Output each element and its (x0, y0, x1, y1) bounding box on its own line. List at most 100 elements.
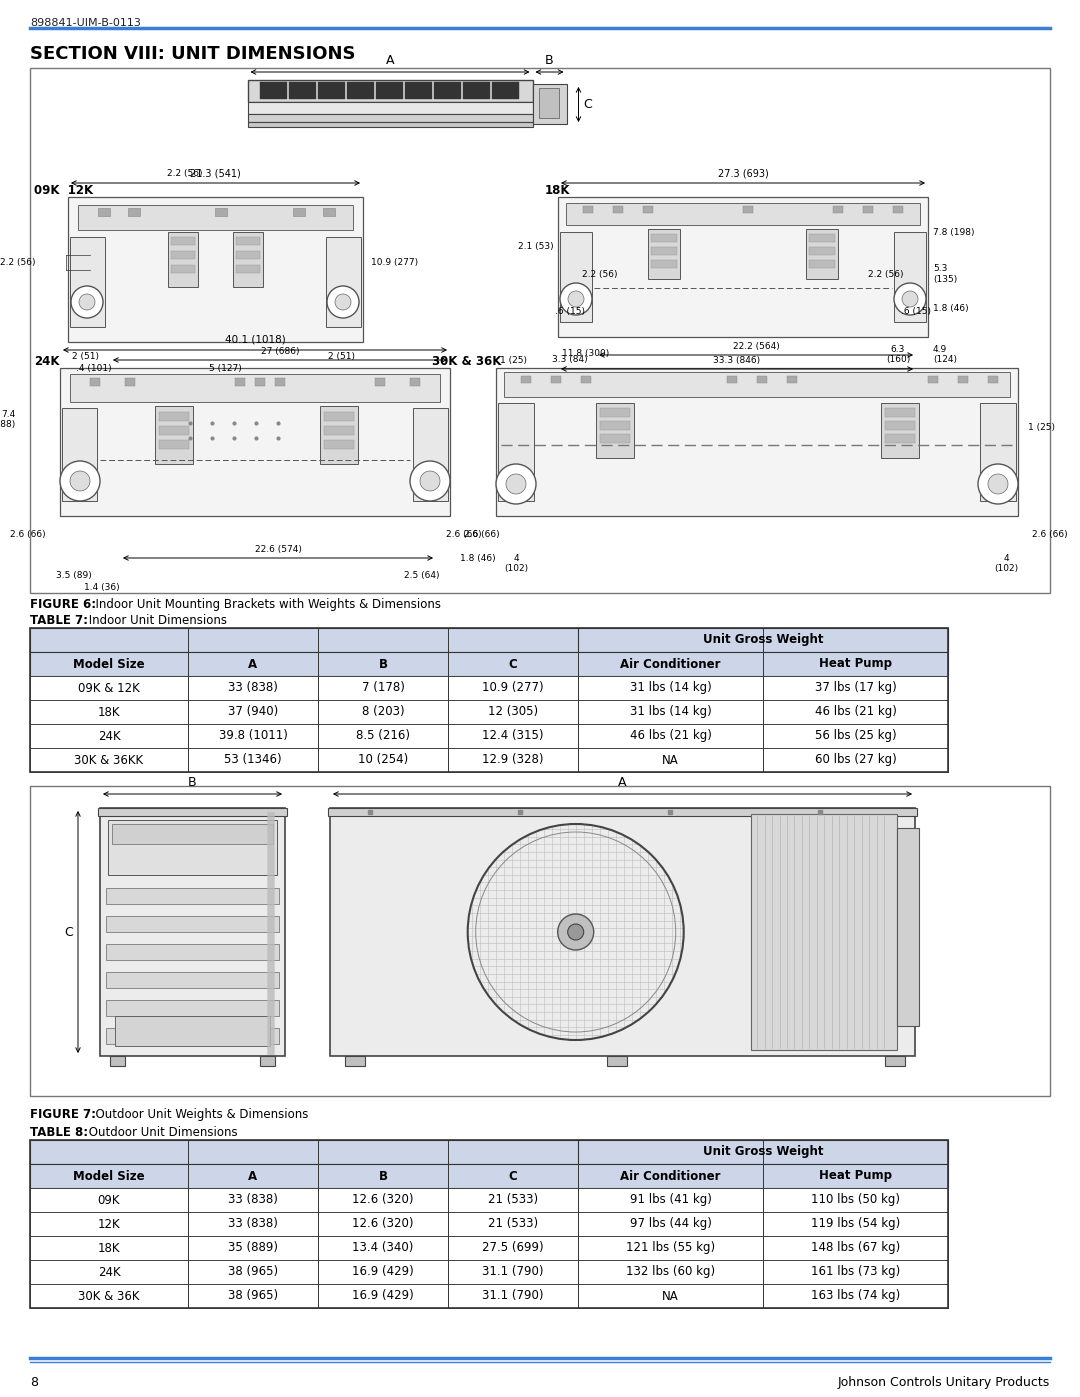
Text: 21 (533): 21 (533) (488, 1218, 538, 1231)
Bar (125, 379, 135, 386)
Bar (30, 1236, 948, 1260)
Circle shape (978, 464, 1018, 504)
Text: 24K: 24K (97, 729, 120, 742)
Bar (600, 420, 630, 430)
Circle shape (902, 291, 918, 307)
Text: 12.4 (315): 12.4 (315) (483, 729, 543, 742)
Bar (651, 235, 677, 242)
Bar (159, 426, 189, 434)
Bar (90, 379, 100, 386)
Bar (885, 408, 915, 416)
Text: 38 (965): 38 (965) (228, 1289, 278, 1302)
Text: 24K: 24K (97, 1266, 120, 1278)
Text: A: A (386, 54, 394, 67)
Text: SECTION VIII: UNIT DIMENSIONS: SECTION VIII: UNIT DIMENSIONS (30, 45, 355, 63)
Circle shape (410, 461, 450, 502)
Bar (347, 82, 374, 99)
Text: 1 (25): 1 (25) (500, 356, 527, 365)
Text: FIGURE 7:: FIGURE 7: (30, 1108, 96, 1120)
Text: 7.4
(188): 7.4 (188) (0, 411, 15, 429)
Bar (521, 376, 531, 383)
Text: 1.4 (36): 1.4 (36) (84, 583, 120, 592)
Text: 38 (965): 38 (965) (228, 1266, 278, 1278)
Bar (98, 208, 110, 217)
Bar (596, 402, 634, 458)
Text: FIGURE 6:: FIGURE 6: (30, 598, 96, 610)
Bar (578, 629, 948, 652)
Circle shape (568, 923, 583, 940)
Text: 30K & 36K: 30K & 36K (432, 355, 501, 367)
Text: 35 (889): 35 (889) (228, 1242, 278, 1255)
Bar (30, 1187, 948, 1213)
Bar (833, 205, 843, 212)
Text: 2.1 (53): 2.1 (53) (518, 242, 554, 250)
Bar (171, 251, 195, 258)
Text: 46 lbs (21 kg): 46 lbs (21 kg) (630, 729, 712, 742)
Text: 121 lbs (55 kg): 121 lbs (55 kg) (626, 1242, 715, 1255)
Bar (324, 440, 354, 448)
Text: 2.2 (56): 2.2 (56) (167, 169, 203, 177)
Bar (651, 260, 677, 268)
Text: 39.8 (1011): 39.8 (1011) (218, 729, 287, 742)
Text: 31.1 (790): 31.1 (790) (483, 1266, 543, 1278)
Circle shape (557, 914, 594, 950)
Bar (980, 402, 1016, 502)
Bar (171, 237, 195, 244)
Bar (30, 700, 948, 724)
Bar (643, 205, 653, 212)
Bar (70, 374, 440, 402)
Bar (324, 412, 354, 420)
Text: 1.8 (46): 1.8 (46) (933, 305, 969, 313)
Text: 18K: 18K (98, 1242, 120, 1255)
Text: 2.6 (66): 2.6 (66) (464, 529, 500, 538)
Bar (532, 84, 567, 124)
Text: 31 lbs (14 kg): 31 lbs (14 kg) (630, 705, 712, 718)
Bar (114, 1016, 270, 1046)
Bar (581, 376, 591, 383)
Text: 2 (51): 2 (51) (327, 352, 354, 360)
Text: A: A (618, 775, 626, 789)
Bar (498, 402, 534, 502)
Circle shape (561, 284, 592, 314)
Bar (410, 379, 420, 386)
Bar (30, 1140, 948, 1164)
Text: 12K: 12K (97, 1218, 120, 1231)
Text: 10 (254): 10 (254) (357, 753, 408, 767)
Bar (885, 420, 915, 430)
Bar (30, 1213, 948, 1236)
Bar (255, 379, 265, 386)
Text: 09K  12K: 09K 12K (33, 184, 93, 197)
Text: C: C (509, 658, 517, 671)
Text: 3.3 (84): 3.3 (84) (552, 355, 588, 365)
Text: 3.5 (89): 3.5 (89) (56, 571, 92, 580)
Text: 33.3 (846): 33.3 (846) (714, 356, 760, 365)
Text: 110 lbs (50 kg): 110 lbs (50 kg) (811, 1193, 900, 1207)
Bar (600, 434, 630, 443)
Text: 30K & 36KK: 30K & 36KK (75, 753, 144, 767)
Bar (159, 440, 189, 448)
Bar (100, 807, 285, 1056)
Text: Outdoor Unit Dimensions: Outdoor Unit Dimensions (85, 1126, 238, 1139)
Circle shape (420, 471, 440, 490)
Text: 2 (51): 2 (51) (72, 352, 99, 360)
Bar (648, 229, 680, 279)
Text: 27 (686): 27 (686) (260, 346, 299, 356)
Text: Unit Gross Weight: Unit Gross Weight (703, 1146, 823, 1158)
Text: C: C (64, 925, 73, 939)
Text: 21 (533): 21 (533) (488, 1193, 538, 1207)
Bar (539, 88, 558, 117)
Bar (70, 237, 105, 327)
Text: 56 lbs (25 kg): 56 lbs (25 kg) (814, 729, 896, 742)
Text: 898841-UIM-B-0113: 898841-UIM-B-0113 (30, 18, 140, 28)
Bar (320, 407, 357, 464)
Text: Unit Gross Weight: Unit Gross Weight (703, 633, 823, 647)
Circle shape (496, 464, 536, 504)
Text: Indoor Unit Dimensions: Indoor Unit Dimensions (85, 615, 227, 627)
Text: 5.3
(135): 5.3 (135) (933, 264, 957, 284)
Bar (106, 1000, 279, 1016)
Text: C: C (583, 98, 592, 110)
Text: 2.5 (64): 2.5 (64) (404, 571, 440, 580)
Text: 12.9 (328): 12.9 (328) (483, 753, 543, 767)
Text: NA: NA (662, 753, 679, 767)
Bar (806, 229, 838, 279)
